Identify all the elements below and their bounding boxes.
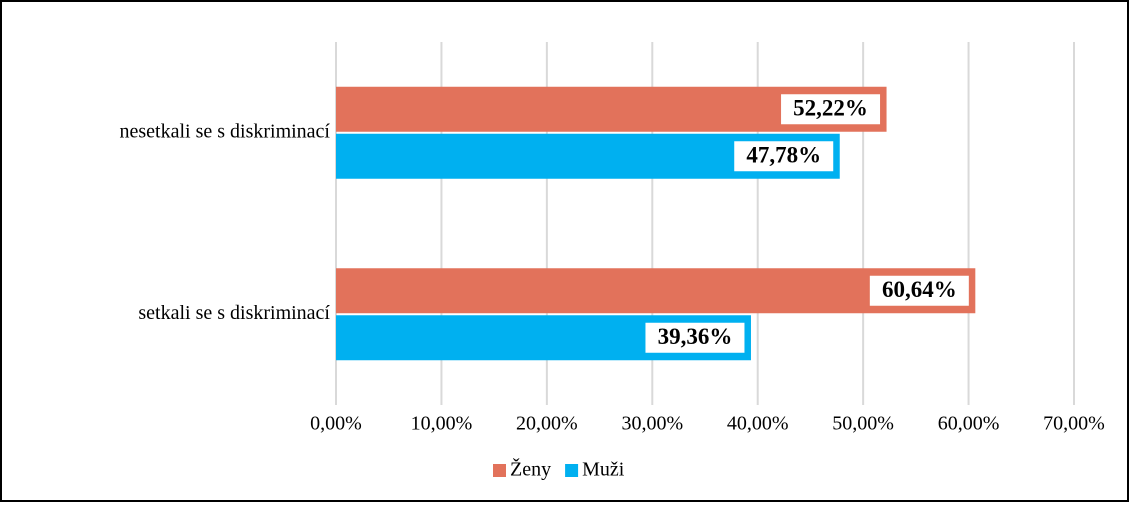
value-label-box <box>644 321 746 354</box>
value-label: 60,64% <box>882 277 957 302</box>
value-label-box <box>868 274 970 307</box>
value-label: 52,22% <box>793 96 868 121</box>
value-label-box <box>733 140 835 173</box>
x-tick-label: 30,00% <box>621 413 683 435</box>
legend-label: Muži <box>582 459 625 481</box>
x-tick-label: 70,00% <box>1043 413 1105 435</box>
legend-label: Ženy <box>510 458 551 481</box>
bar <box>336 268 976 314</box>
x-tick-label: 0,00% <box>310 413 362 435</box>
x-tick-label: 40,00% <box>727 413 789 435</box>
x-tick-label: 20,00% <box>516 413 578 435</box>
value-label: 39,36% <box>658 324 733 349</box>
value-label-box <box>780 93 882 126</box>
legend-swatch <box>493 464 506 477</box>
category-label: nesetkali se s diskriminací <box>119 120 330 142</box>
x-tick-label: 10,00% <box>411 413 473 435</box>
value-label: 47,78% <box>746 143 821 168</box>
x-tick-label: 60,00% <box>938 413 1000 435</box>
legend-swatch <box>565 464 579 477</box>
category-label: setkali se s diskriminací <box>138 302 330 324</box>
x-tick-label: 50,00% <box>832 413 894 435</box>
